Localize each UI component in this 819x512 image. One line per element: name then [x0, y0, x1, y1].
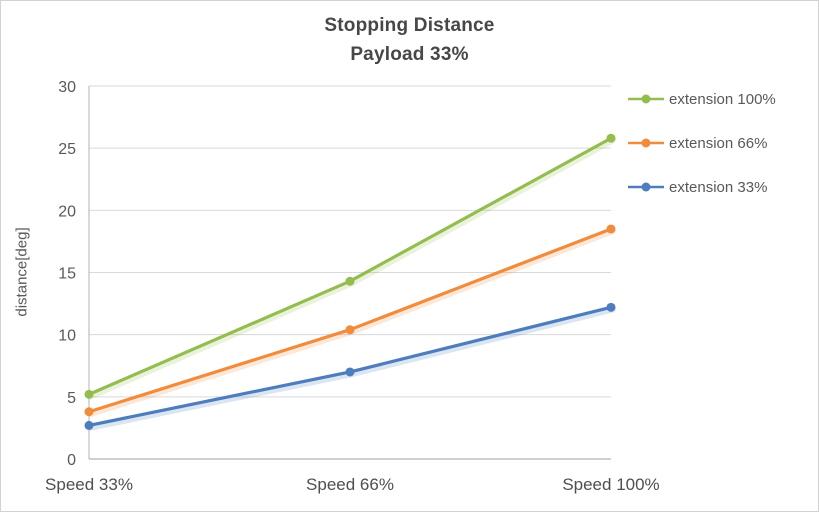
x-category-label: Speed 33%	[45, 475, 133, 494]
y-tick-label: 25	[58, 141, 76, 158]
data-point-marker	[345, 325, 355, 335]
series-line	[87, 227, 613, 414]
data-point-marker	[345, 276, 355, 286]
legend-label: extension 66%	[669, 134, 768, 152]
legend-item: extension 100%	[628, 89, 776, 109]
legend-marker-icon	[628, 138, 664, 148]
data-point-marker	[84, 420, 94, 430]
x-category-label: Speed 66%	[306, 475, 394, 494]
data-point-marker	[84, 389, 94, 399]
y-tick-label: 30	[58, 79, 76, 96]
legend-item: extension 33%	[628, 177, 776, 197]
legend-marker-icon	[628, 182, 664, 192]
legend-item: extension 66%	[628, 133, 776, 153]
data-point-marker	[606, 302, 616, 312]
legend-label: extension 100%	[669, 90, 776, 108]
chart-title: Stopping Distance Payload 33%	[1, 11, 818, 69]
data-point-marker	[606, 224, 616, 234]
chart-title-line1: Stopping Distance	[324, 15, 495, 36]
data-point-marker	[345, 367, 355, 377]
data-point-marker	[84, 407, 94, 417]
x-category-label: Speed 100%	[562, 475, 659, 494]
legend-marker-icon	[628, 94, 664, 104]
legend: extension 100% extension 66% extension 33%	[628, 89, 776, 197]
chart-title-line2: Payload 33%	[350, 44, 469, 65]
y-tick-label: 15	[58, 266, 76, 283]
series-line	[87, 136, 613, 396]
data-point-marker	[606, 133, 616, 143]
y-tick-label: 5	[67, 390, 76, 407]
y-tick-label: 10	[58, 328, 76, 345]
y-tick-label: 20	[58, 203, 76, 220]
legend-label: extension 33%	[669, 178, 768, 196]
y-tick-label: 0	[67, 452, 76, 469]
